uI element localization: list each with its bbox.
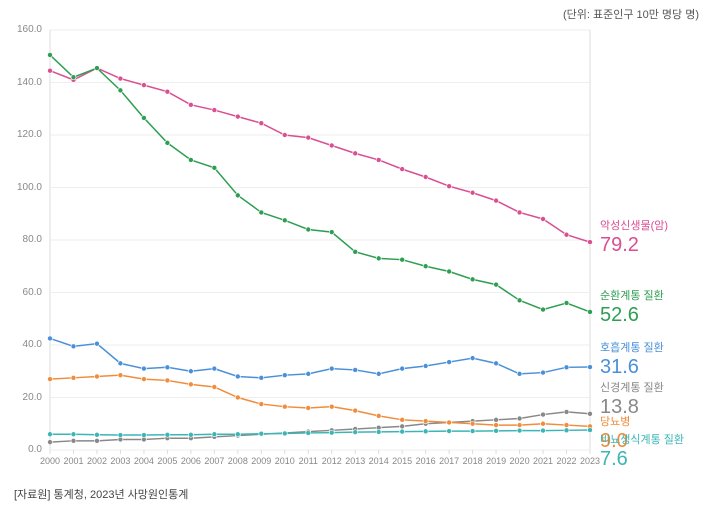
x-tick-label: 2009 [249, 456, 273, 466]
series-name: 신경계통 질환 [600, 382, 719, 395]
x-tick-label: 2021 [531, 456, 555, 466]
x-tick-label: 2018 [461, 456, 485, 466]
x-tick-label: 2012 [320, 456, 344, 466]
x-tick-label: 2023 [578, 456, 602, 466]
x-tick-label: 2000 [38, 456, 62, 466]
x-tick-label: 2003 [108, 456, 132, 466]
x-tick-label: 2014 [367, 456, 391, 466]
series-name: 호흡계통 질환 [600, 342, 719, 355]
series-label-genitourinary: 비뇨생식계통 질환7.6 [600, 434, 719, 471]
y-tick-label: 100.0 [0, 182, 42, 193]
y-tick-label: 80.0 [0, 234, 42, 245]
x-tick-label: 2005 [155, 456, 179, 466]
x-tick-label: 2001 [61, 456, 85, 466]
x-tick-label: 2006 [179, 456, 203, 466]
y-tick-label: 140.0 [0, 77, 42, 88]
y-tick-label: 60.0 [0, 287, 42, 298]
y-tick-label: 120.0 [0, 129, 42, 140]
series-label-cancer: 악성신생물(암)79.2 [600, 220, 719, 257]
series-name: 당뇨병 [600, 416, 719, 429]
series-label-circulatory: 순환계통 질환52.6 [600, 290, 719, 327]
series-final-value: 79.2 [600, 233, 719, 257]
y-tick-label: 160.0 [0, 24, 42, 35]
series-name: 악성신생물(암) [600, 220, 719, 233]
series-name: 비뇨생식계통 질환 [600, 434, 719, 447]
x-tick-label: 2016 [414, 456, 438, 466]
series-label-nervous: 신경계통 질환13.8 [600, 382, 719, 419]
x-tick-label: 2007 [202, 456, 226, 466]
chart-container: (단위: 표준인구 10만 명당 명) 0.020.040.060.080.01… [0, 0, 719, 512]
x-tick-label: 2020 [508, 456, 532, 466]
x-tick-label: 2022 [555, 456, 579, 466]
x-tick-label: 2011 [296, 456, 320, 466]
series-final-value: 7.6 [600, 447, 719, 471]
x-tick-label: 2004 [132, 456, 156, 466]
x-tick-label: 2002 [85, 456, 109, 466]
source-label: [자료원] 통계청, 2023년 사망원인통계 [14, 486, 188, 502]
series-final-value: 52.6 [600, 303, 719, 327]
x-tick-label: 2015 [390, 456, 414, 466]
series-label-respiratory: 호흡계통 질환31.6 [600, 342, 719, 379]
x-tick-label: 2013 [343, 456, 367, 466]
y-tick-label: 0.0 [0, 444, 42, 455]
series-name: 순환계통 질환 [600, 290, 719, 303]
series-final-value: 31.6 [600, 355, 719, 379]
y-tick-label: 20.0 [0, 392, 42, 403]
x-tick-label: 2019 [484, 456, 508, 466]
x-tick-label: 2008 [226, 456, 250, 466]
x-tick-label: 2017 [437, 456, 461, 466]
x-tick-label: 2010 [273, 456, 297, 466]
y-tick-label: 40.0 [0, 339, 42, 350]
